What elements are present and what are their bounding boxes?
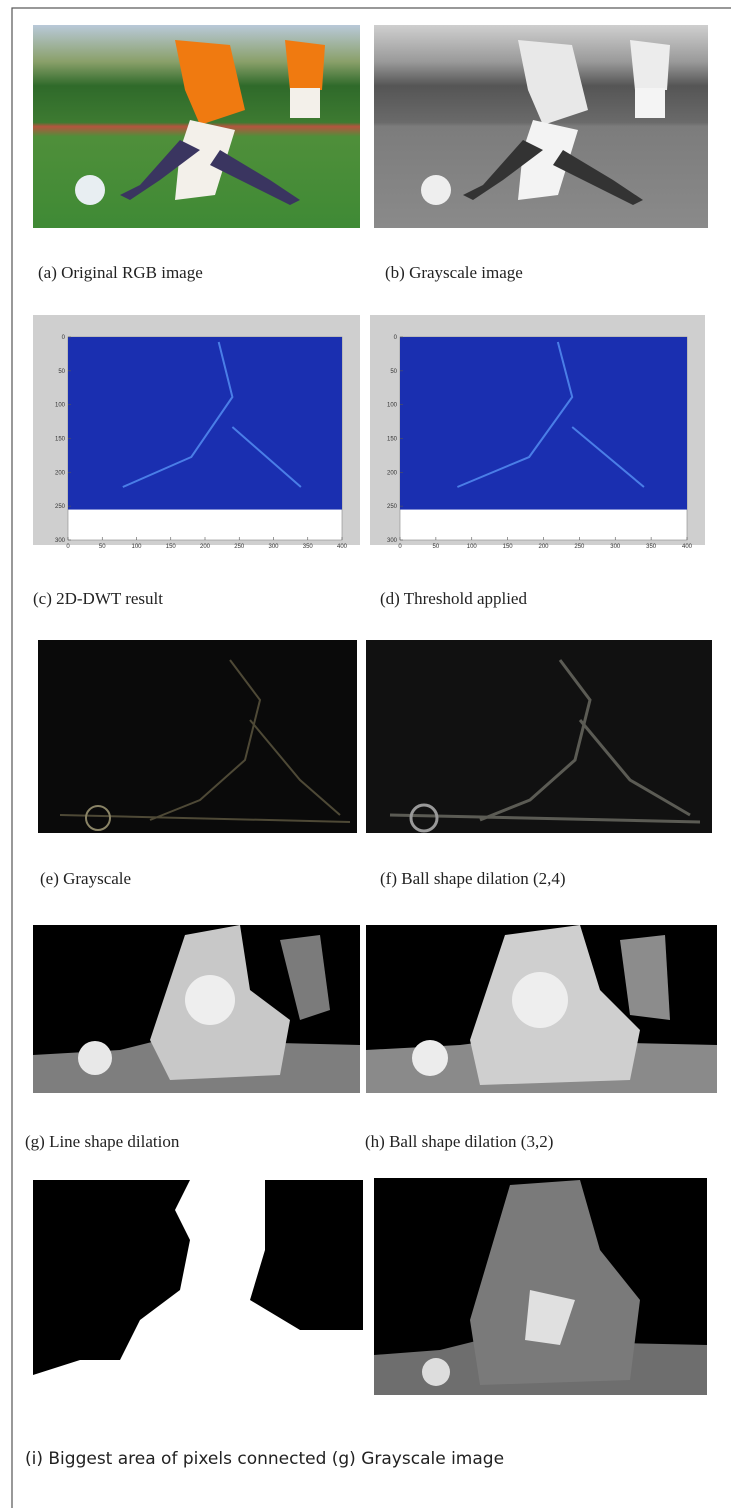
image-e — [38, 640, 357, 833]
image-j — [374, 1178, 707, 1395]
x-tick-label: 350 — [303, 544, 314, 550]
y-tick-label: 150 — [387, 437, 398, 443]
x-tick-label: 50 — [99, 544, 106, 550]
y-tick-label: 300 — [387, 538, 398, 544]
y-tick-label: 100 — [55, 403, 66, 409]
x-tick-label: 150 — [166, 544, 177, 550]
x-tick-label: 300 — [610, 544, 621, 550]
x-tick-label: 50 — [433, 544, 440, 550]
y-tick-label: 200 — [55, 470, 66, 476]
x-tick-label: 400 — [337, 544, 348, 550]
image-a — [33, 25, 360, 228]
image-f — [366, 640, 712, 833]
image-h — [366, 925, 717, 1093]
y-tick-label: 300 — [55, 538, 66, 544]
x-tick-label: 350 — [646, 544, 657, 550]
caption: (d) Threshold applied — [380, 589, 527, 608]
caption: (c) 2D-DWT result — [33, 589, 163, 608]
image-g — [33, 925, 360, 1093]
x-tick-label: 200 — [200, 544, 211, 550]
y-tick-label: 200 — [387, 470, 398, 476]
x-tick-label: 400 — [682, 544, 693, 550]
caption: (e) Grayscale — [40, 869, 131, 888]
y-tick-label: 50 — [390, 369, 397, 375]
image-b — [374, 25, 708, 228]
x-tick-label: 300 — [268, 544, 279, 550]
x-tick-label: 250 — [574, 544, 585, 550]
caption: (a) Original RGB image — [38, 263, 203, 282]
x-tick-label: 100 — [131, 544, 142, 550]
y-tick-label: 100 — [387, 403, 398, 409]
caption: (g) Line shape dilation — [25, 1132, 180, 1151]
x-tick-label: 200 — [538, 544, 549, 550]
caption: (h) Ball shape dilation (3,2) — [365, 1132, 553, 1151]
dwt-image — [400, 337, 687, 510]
image-i — [33, 1180, 363, 1412]
y-tick-label: 50 — [58, 369, 65, 375]
x-tick-label: 150 — [503, 544, 514, 550]
caption: (b) Grayscale image — [385, 263, 523, 282]
y-tick-label: 250 — [55, 504, 66, 510]
x-tick-label: 250 — [234, 544, 245, 550]
y-tick-label: 250 — [387, 504, 398, 510]
caption: (f) Ball shape dilation (2,4) — [380, 869, 566, 888]
x-tick-label: 100 — [467, 544, 478, 550]
y-tick-label: 150 — [55, 437, 66, 443]
caption: (i) Biggest area of pixels connected (g)… — [25, 1449, 504, 1469]
dwt-image — [68, 337, 342, 510]
figure: 0501001502002503000501001502002503003504… — [0, 0, 731, 1508]
